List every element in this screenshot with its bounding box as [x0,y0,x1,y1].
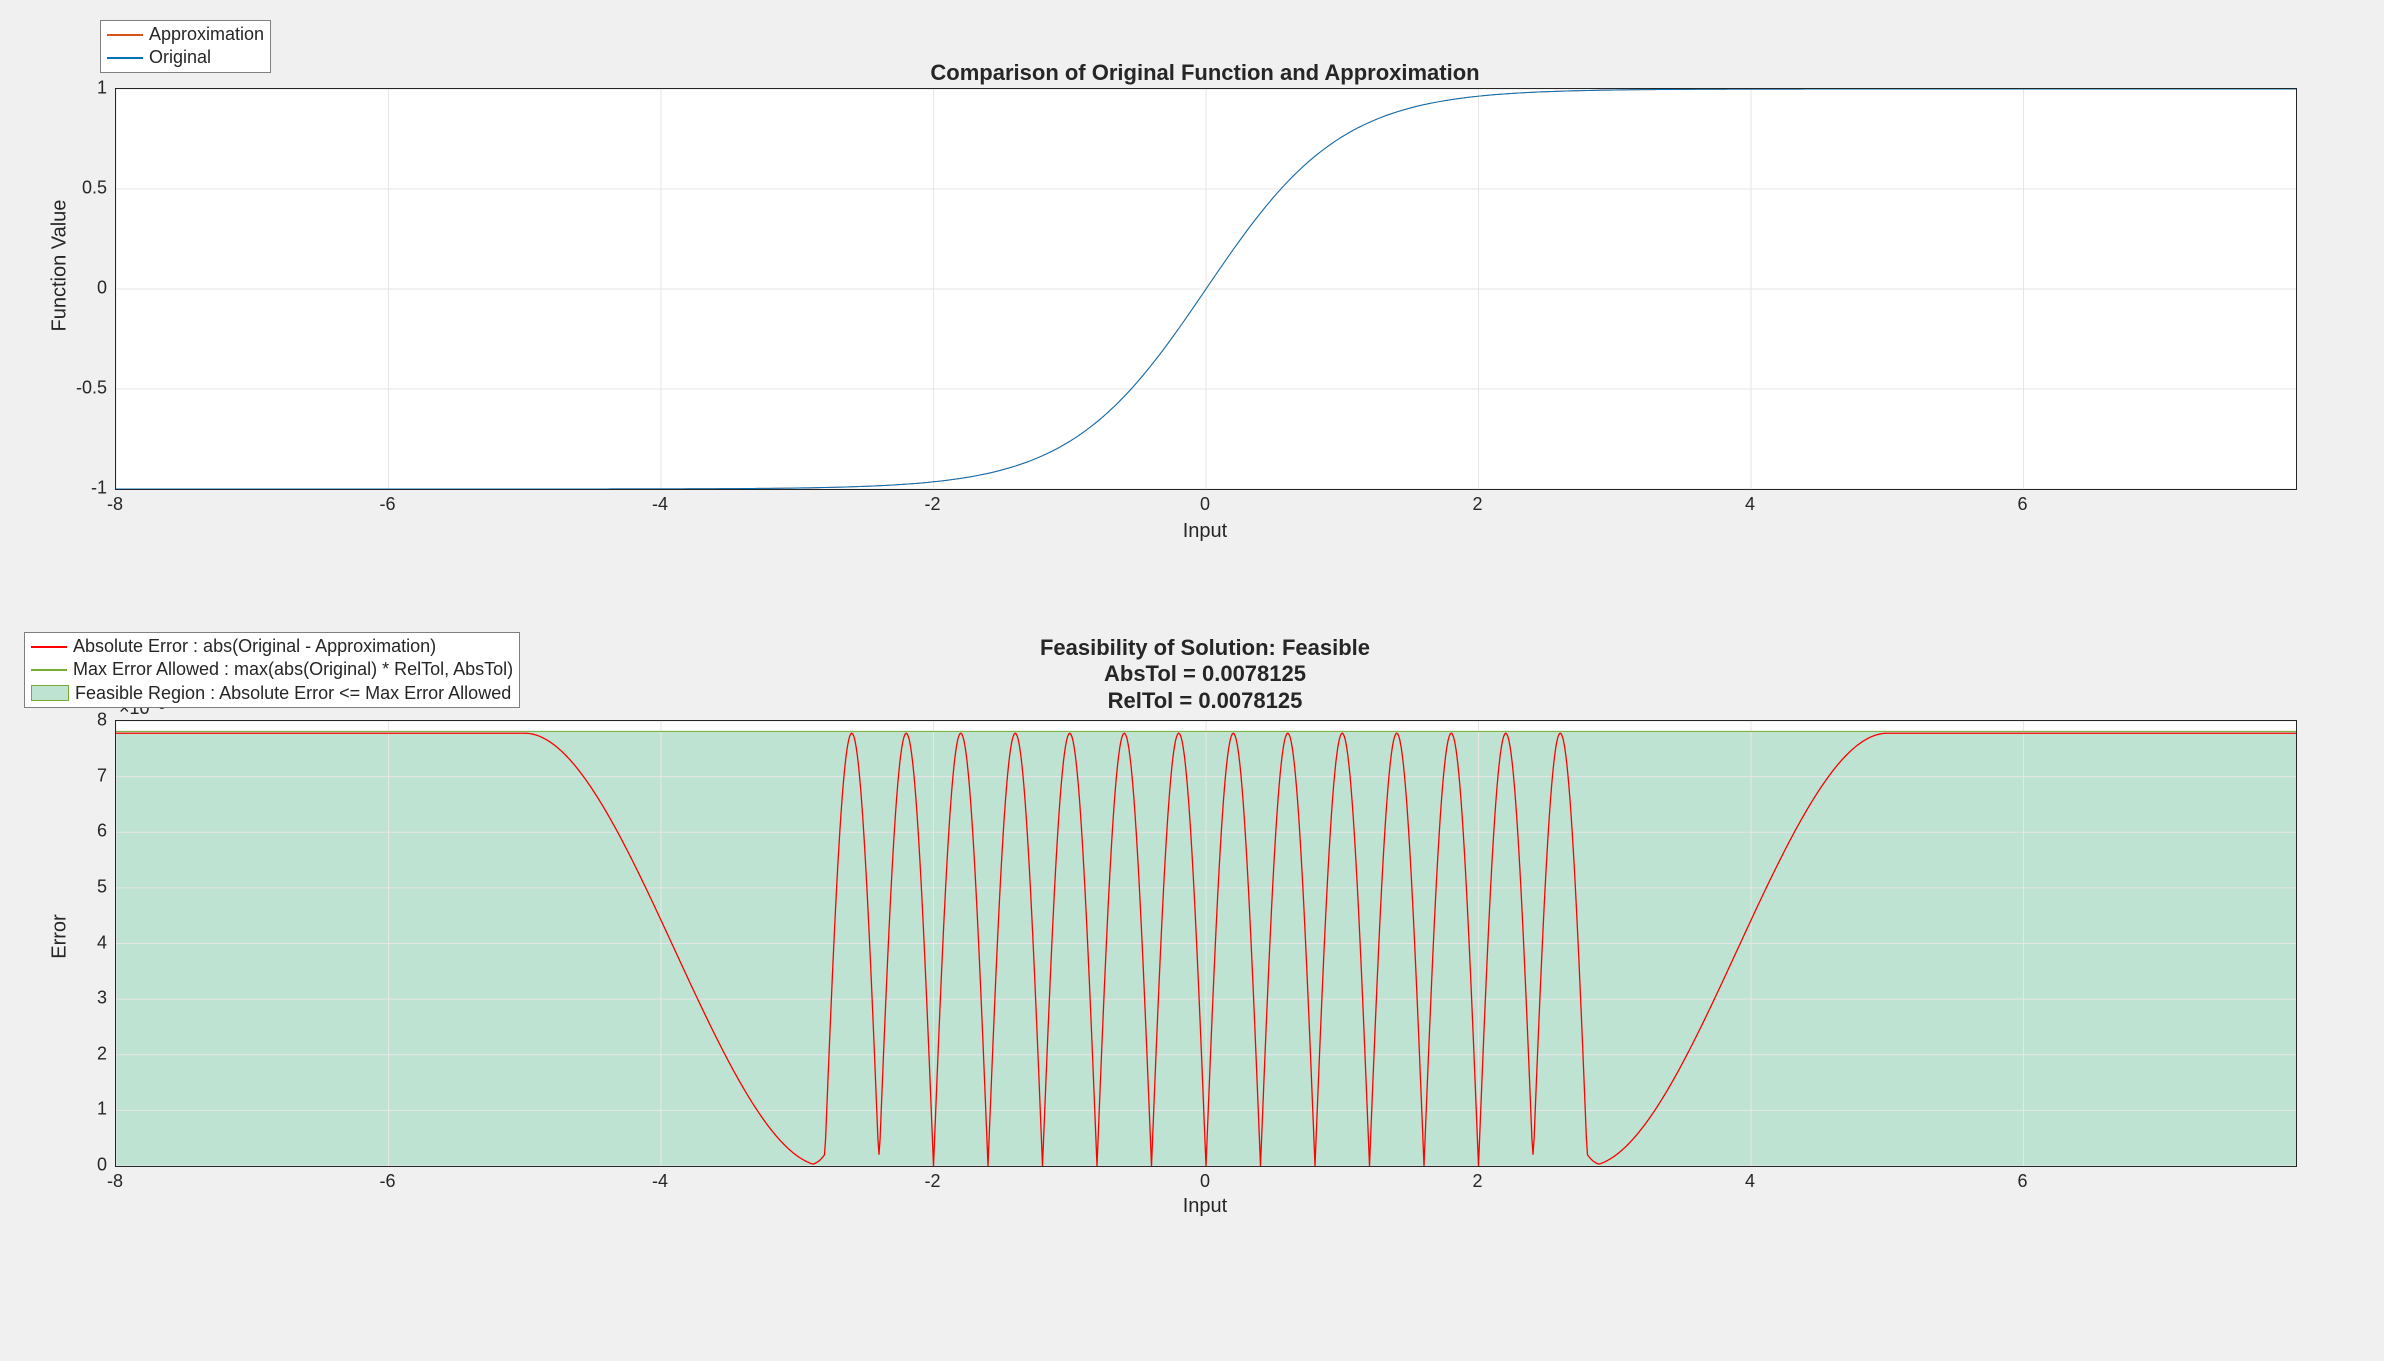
tick-label: -6 [379,494,395,515]
tick-label: -8 [107,494,123,515]
legend-label: Max Error Allowed : max(abs(Original) * … [73,658,513,681]
tick-label: 0 [97,278,107,299]
legend-label: Absolute Error : abs(Original - Approxim… [73,635,436,658]
tick-label: -4 [652,494,668,515]
legend-swatch [107,34,143,36]
tick-label: -6 [379,1171,395,1192]
tick-label: 3 [97,988,107,1009]
top-chart-ylabel: Function Value [49,232,72,332]
bottom-chart-ylabel: Error [49,887,72,987]
top-chart-xlabel: Input [115,520,2295,543]
tick-label: -0.5 [76,378,107,399]
top-chart-axes [115,88,2297,490]
legend-swatch [31,646,67,648]
tick-label: -8 [107,1171,123,1192]
legend-item: Approximation [107,23,264,46]
legend-swatch [31,669,67,671]
top-chart-title: Comparison of Original Function and Appr… [115,60,2295,86]
tick-label: 2 [1472,494,1482,515]
tick-label: 7 [97,765,107,786]
tick-label: 0 [1200,494,1210,515]
tick-label: 2 [1472,1171,1482,1192]
bottom-chart-legend: Absolute Error : abs(Original - Approxim… [24,632,520,708]
tick-label: -4 [652,1171,668,1192]
figure: Comparison of Original Function and Appr… [0,0,2384,1361]
tick-label: 6 [2017,1171,2027,1192]
tick-label: 1 [97,1099,107,1120]
tick-label: 6 [2017,494,2027,515]
legend-item: Original [107,46,264,69]
tick-label: 4 [1745,1171,1755,1192]
legend-label: Original [149,46,211,69]
legend-item: Absolute Error : abs(Original - Approxim… [31,635,513,658]
tick-label: 2 [97,1043,107,1064]
legend-item: Max Error Allowed : max(abs(Original) * … [31,658,513,681]
legend-swatch [107,57,143,59]
bottom-chart-svg [116,721,2296,1166]
top-chart-svg [116,89,2296,489]
tick-label: -2 [924,494,940,515]
tick-label: -2 [924,1171,940,1192]
top-chart-legend: ApproximationOriginal [100,20,271,73]
tick-label: 0 [1200,1171,1210,1192]
tick-label: 6 [97,821,107,842]
tick-label: 1 [97,78,107,99]
legend-swatch [31,685,69,701]
tick-label: 5 [97,876,107,897]
legend-label: Feasible Region : Absolute Error <= Max … [75,682,511,705]
bottom-chart-axes [115,720,2297,1167]
tick-label: 0 [97,1155,107,1176]
tick-label: -1 [91,478,107,499]
legend-label: Approximation [149,23,264,46]
legend-item: Feasible Region : Absolute Error <= Max … [31,682,513,705]
tick-label: 4 [1745,494,1755,515]
bottom-chart-xlabel: Input [115,1195,2295,1218]
tick-label: 8 [97,710,107,731]
tick-label: 0.5 [82,178,107,199]
tick-label: 4 [97,932,107,953]
